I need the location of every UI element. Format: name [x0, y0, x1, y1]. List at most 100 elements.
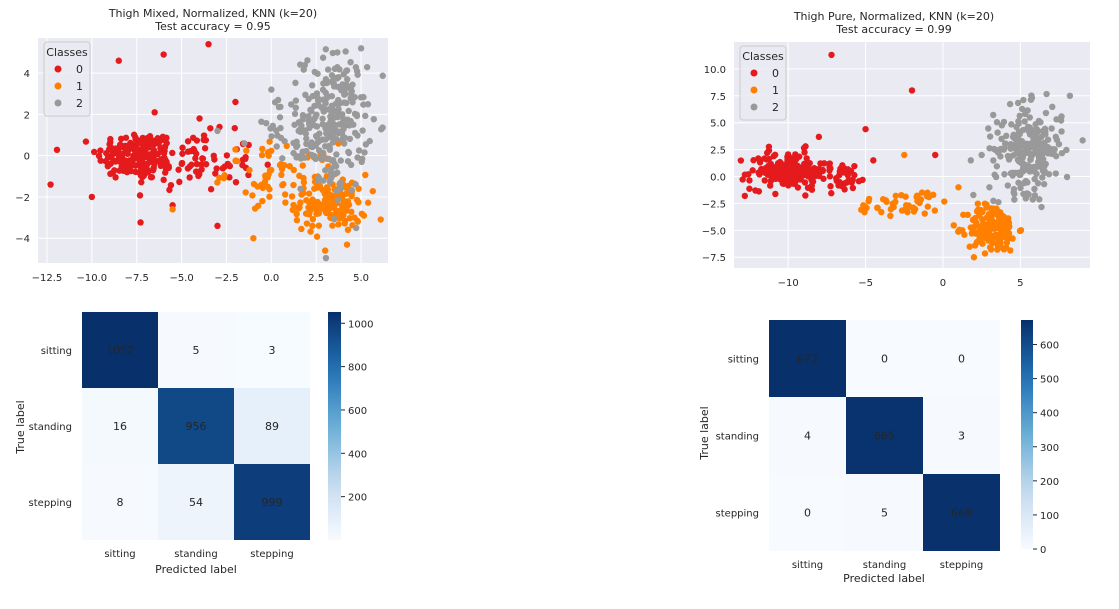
data-point — [379, 72, 386, 79]
data-point — [364, 101, 372, 108]
data-point — [115, 149, 123, 156]
data-point — [305, 190, 313, 197]
y-tick-label: 5.0 — [710, 119, 726, 130]
data-point — [156, 157, 163, 164]
data-point — [337, 157, 344, 164]
data-point — [974, 200, 982, 207]
data-point — [328, 165, 335, 172]
data-point — [136, 192, 144, 199]
data-point — [347, 161, 355, 169]
data-point — [870, 157, 877, 164]
data-point — [377, 216, 384, 223]
x-tick-label: −5 — [858, 278, 873, 289]
data-point — [772, 190, 779, 198]
data-point — [333, 151, 340, 158]
legend-marker — [750, 69, 758, 77]
cell-value: 5 — [881, 507, 888, 520]
data-point — [290, 139, 297, 147]
legend-box — [43, 41, 91, 117]
data-point — [1023, 125, 1031, 132]
data-point — [268, 147, 275, 155]
colorbar-tick-label: 1000 — [348, 319, 373, 330]
data-point — [292, 97, 300, 104]
data-point — [994, 235, 1001, 242]
data-point — [781, 173, 789, 181]
data-point — [362, 112, 369, 120]
data-point — [966, 243, 973, 250]
data-point — [90, 148, 98, 156]
data-point — [193, 160, 201, 168]
data-point — [998, 122, 1006, 129]
data-point — [1015, 120, 1022, 127]
data-point — [361, 149, 368, 156]
data-point — [331, 83, 338, 90]
data-point — [1028, 152, 1036, 159]
data-point — [803, 163, 811, 170]
legend-marker — [54, 99, 62, 107]
data-point — [214, 179, 221, 186]
data-point — [746, 177, 753, 184]
series-1 — [169, 137, 384, 254]
legend-marker — [54, 82, 62, 90]
data-point — [924, 189, 931, 196]
confusion-matrix-thigh-pure: Predicted label True label 672 0 0 4 665 3 0 5 6… — [698, 320, 1059, 585]
data-point — [366, 137, 373, 145]
x-tick-label: standing — [863, 560, 906, 571]
data-point — [862, 125, 869, 133]
data-point — [994, 129, 1001, 136]
data-point — [291, 110, 299, 118]
data-point — [201, 145, 209, 152]
data-point — [275, 103, 283, 111]
data-point — [347, 117, 354, 125]
data-point — [290, 166, 297, 174]
data-point — [352, 181, 359, 188]
cell-value: 999 — [262, 496, 283, 509]
data-point — [268, 86, 275, 93]
data-point — [314, 97, 322, 105]
data-point — [364, 199, 372, 206]
colorbar-tick-label: 200 — [1040, 477, 1059, 488]
data-point — [941, 198, 948, 205]
x-tick-label: 2.5 — [308, 273, 324, 284]
data-point — [274, 132, 281, 139]
data-point — [746, 185, 753, 192]
y-tick-label: −4 — [15, 234, 30, 245]
data-point — [160, 176, 167, 184]
data-point — [826, 173, 834, 180]
data-point — [1006, 100, 1014, 108]
data-point — [1008, 121, 1015, 128]
data-point — [264, 161, 271, 168]
data-point — [1001, 171, 1008, 178]
y-tick-label: standing — [29, 422, 72, 433]
data-point — [327, 112, 335, 119]
data-point — [232, 98, 239, 106]
data-point — [300, 179, 308, 186]
data-point — [349, 81, 356, 88]
colorbar-tick-label: 300 — [1040, 443, 1059, 454]
data-point — [262, 119, 270, 127]
data-point — [334, 49, 341, 56]
data-point — [1063, 173, 1071, 181]
data-point — [145, 144, 152, 151]
colorbar-tick-label: 0 — [1040, 545, 1046, 556]
data-point — [1011, 196, 1018, 203]
data-point — [137, 165, 145, 172]
y-axis-label: True label — [698, 406, 711, 460]
data-point — [328, 72, 336, 79]
data-point — [302, 91, 309, 99]
data-point — [990, 157, 997, 164]
data-point — [266, 138, 273, 145]
data-point — [985, 125, 992, 132]
data-point — [107, 135, 114, 143]
legend-title: Classes — [46, 46, 88, 59]
x-tick-label: stepping — [940, 560, 983, 571]
scatter-plot-thigh-pure: Thigh Pure, Normalized, KNN (k=20) Test … — [702, 10, 1090, 289]
data-point — [304, 57, 311, 64]
data-point — [212, 170, 219, 177]
data-point — [998, 222, 1005, 230]
data-point — [160, 51, 167, 58]
data-point — [296, 204, 303, 211]
legend-label: 1 — [76, 80, 83, 93]
legend-label: 0 — [76, 63, 83, 76]
matrix-cell — [82, 388, 158, 464]
